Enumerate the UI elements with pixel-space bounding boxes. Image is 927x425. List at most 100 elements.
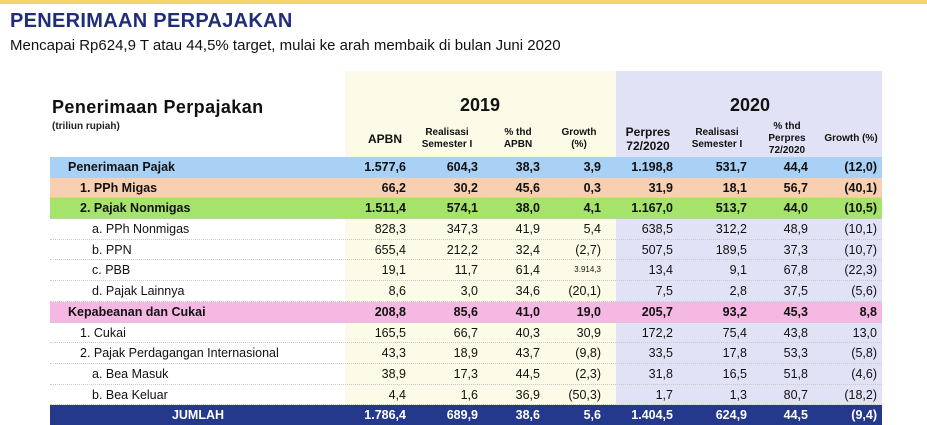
cell-realisasi-2019: 30,2 <box>453 180 478 195</box>
cell-perpres-2020: 7,5 <box>655 284 673 299</box>
row-label: c. PBB <box>92 263 131 278</box>
cell-perpres-2020: 31,9 <box>648 180 673 195</box>
cell-realisasi-2020: 9,1 <box>729 263 747 278</box>
row-label: Kepabeanan dan Cukai <box>68 304 206 319</box>
cell-growth-2019: 5,4 <box>583 222 601 237</box>
cell-apbn-2019: 38,9 <box>381 366 406 381</box>
cell-apbn-2019: 66,2 <box>381 180 406 195</box>
cell-pct-perpres-2020: 44,5 <box>783 408 808 423</box>
cell-growth-2020: 8,8 <box>859 304 877 319</box>
cell-growth-2019: (9,8) <box>575 346 601 361</box>
cell-growth-2019: 30,9 <box>576 325 601 340</box>
cell-pct-apbn-2019: 38,6 <box>515 408 540 423</box>
row-label: 1. Cukai <box>80 325 126 340</box>
panel-2019-background <box>345 71 616 405</box>
cell-apbn-2019: 8,6 <box>388 284 406 299</box>
cell-realisasi-2019: 347,3 <box>446 222 478 237</box>
table-row: a. PPh Nonmigas 828,3 347,3 41,9 5,4 638,5 312… <box>50 219 882 240</box>
cell-realisasi-2020: 16,5 <box>722 366 747 381</box>
column-header-pct-perpres-2020: % thd Perpres 72/2020 <box>768 121 806 156</box>
cell-perpres-2020: 1.404,5 <box>631 408 673 423</box>
column-header-realisasi-2020: Realisasi Semester I <box>691 127 743 150</box>
cell-pct-apbn-2019: 36,9 <box>515 387 540 402</box>
cell-pct-apbn-2019: 61,4 <box>515 263 540 278</box>
cell-perpres-2020: 507,5 <box>641 242 673 257</box>
cell-pct-perpres-2020: 37,3 <box>783 242 808 257</box>
cell-realisasi-2019: 212,2 <box>446 242 478 257</box>
table-unit: (triliun rupiah) <box>52 121 120 132</box>
cell-pct-apbn-2019: 38,0 <box>515 201 540 216</box>
cell-perpres-2020: 205,7 <box>641 304 673 319</box>
cell-apbn-2019: 43,3 <box>381 346 406 361</box>
column-header-realisasi-2019: Realisasi Semester I <box>421 127 473 150</box>
cell-pct-perpres-2020: 51,8 <box>783 366 808 381</box>
row-label: b. Bea Keluar <box>92 387 168 402</box>
cell-realisasi-2019: 1,6 <box>460 387 478 402</box>
cell-pct-perpres-2020: 45,3 <box>783 304 808 319</box>
tax-revenue-table: Penerimaan Pajak 1.577,6 604,3 38,3 3,9 1.198… <box>50 157 882 425</box>
cell-growth-2019: 3.914,3 <box>574 265 601 275</box>
row-label: a. PPh Nonmigas <box>92 222 190 237</box>
cell-realisasi-2019: 574,1 <box>446 201 478 216</box>
table-row: 2. Pajak Perdagangan Internasional 43,3 18… <box>50 343 882 364</box>
cell-growth-2020: 13,0 <box>852 325 877 340</box>
cell-pct-apbn-2019: 41,9 <box>515 222 540 237</box>
cell-apbn-2019: 165,5 <box>374 325 406 340</box>
table-row: d. Pajak Lainnya 8,6 3,0 34,6 (20,1) 7,5 2,8 37… <box>50 281 882 302</box>
cell-apbn-2019: 655,4 <box>374 242 406 257</box>
cell-growth-2020: (5,8) <box>851 346 877 361</box>
cell-growth-2019: 0,3 <box>583 180 601 195</box>
cell-pct-apbn-2019: 45,6 <box>515 180 540 195</box>
slide-title: PENERIMAAN PERPAJAKAN <box>10 10 293 32</box>
cell-realisasi-2020: 531,7 <box>715 160 747 174</box>
cell-growth-2020: (10,5) <box>844 201 877 216</box>
table-row: b. PPN 655,4 212,2 32,4 (2,7) 507,5 189,5 37,3 (… <box>50 240 882 261</box>
cell-pct-perpres-2020: 44,0 <box>783 201 808 216</box>
cell-perpres-2020: 33,5 <box>648 346 673 361</box>
cell-growth-2019: (50,3) <box>568 387 601 402</box>
cell-perpres-2020: 638,5 <box>641 222 673 237</box>
cell-realisasi-2020: 75,4 <box>722 325 747 340</box>
row-label: b. PPN <box>92 242 132 257</box>
cell-pct-apbn-2019: 43,7 <box>515 346 540 361</box>
cell-growth-2019: 19,0 <box>576 304 601 319</box>
cell-growth-2020: (9,4) <box>851 408 877 423</box>
cell-pct-apbn-2019: 38,3 <box>515 160 540 174</box>
cell-realisasi-2019: 66,7 <box>453 325 478 340</box>
table-row: JUMLAH 1.786,4 689,9 38,6 5,6 1.404,5 624,9 44,… <box>50 405 882 425</box>
cell-growth-2019: 4,1 <box>583 201 601 216</box>
cell-perpres-2020: 172,2 <box>641 325 673 340</box>
cell-apbn-2019: 19,1 <box>381 263 406 278</box>
cell-realisasi-2019: 689,9 <box>446 408 478 423</box>
row-label: a. Bea Masuk <box>92 366 169 381</box>
row-label: 1. PPh Migas <box>80 180 158 195</box>
cell-growth-2020: (12,0) <box>844 160 877 174</box>
cell-pct-perpres-2020: 56,7 <box>783 180 808 195</box>
cell-realisasi-2019: 11,7 <box>454 263 478 278</box>
year-2019-header: 2019 <box>459 95 501 115</box>
table-row: c. PBB 19,1 11,7 61,4 3.914,3 13,4 9,1 67,8 (22,… <box>50 260 882 282</box>
row-label: 2. Pajak Perdagangan Internasional <box>80 346 279 361</box>
cell-growth-2020: (4,6) <box>851 366 877 381</box>
cell-pct-perpres-2020: 37,5 <box>783 284 808 299</box>
cell-apbn-2019: 1.786,4 <box>364 408 406 423</box>
cell-growth-2020: (40,1) <box>844 180 877 195</box>
cell-growth-2020: (5,6) <box>851 284 877 299</box>
column-header-perpres-2020: Perpres 72/2020 <box>625 125 671 153</box>
cell-growth-2019: (2,3) <box>575 366 601 381</box>
cell-growth-2019: 3,9 <box>583 160 601 174</box>
table-row: 2. Pajak Nonmigas 1.511,4 574,1 38,0 4,1 1.16… <box>50 198 882 220</box>
table-row: 1. Cukai 165,5 66,7 40,3 30,9 172,2 75,4 43,8 13… <box>50 323 882 344</box>
cell-pct-perpres-2020: 80,7 <box>783 387 808 402</box>
column-header-apbn-2019: APBN <box>367 132 402 146</box>
cell-realisasi-2019: 85,6 <box>453 304 478 319</box>
slide-subtitle: Mencapai Rp624,9 T atau 44,5% target, mu… <box>10 37 561 54</box>
cell-realisasi-2020: 513,7 <box>715 201 747 216</box>
cell-pct-apbn-2019: 34,6 <box>515 284 540 299</box>
cell-apbn-2019: 1.577,6 <box>364 160 406 174</box>
cell-realisasi-2020: 312,2 <box>715 222 747 237</box>
cell-pct-perpres-2020: 53,3 <box>783 346 808 361</box>
cell-growth-2020: (18,2) <box>844 387 877 402</box>
row-label: JUMLAH <box>171 408 225 423</box>
cell-perpres-2020: 1.167,0 <box>631 201 673 216</box>
